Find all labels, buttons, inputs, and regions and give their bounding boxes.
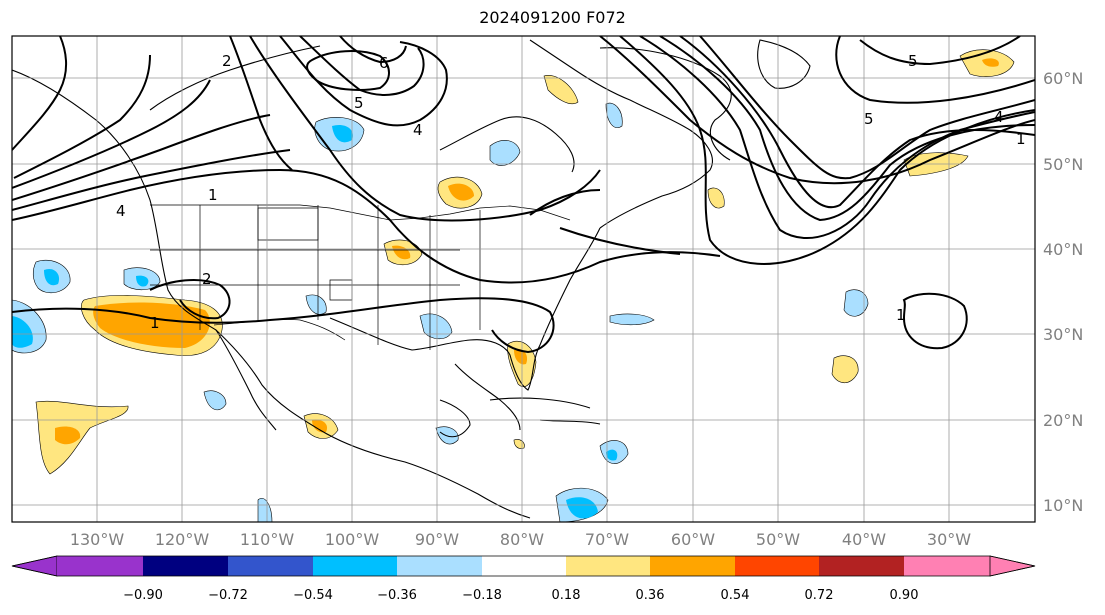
map-panel: 2 6 5 4 1 2 1 5 4 5 4 1 1 — [12, 36, 1035, 522]
lat-label: 30°N — [1043, 325, 1083, 344]
contour-label: 5 — [864, 110, 874, 128]
lat-label: 60°N — [1043, 69, 1083, 88]
map-frame — [11, 35, 1036, 523]
colorbar-extend-high — [989, 555, 1036, 577]
contour-label: 5 — [908, 52, 918, 70]
anomaly-patch-cold-coast-core — [136, 275, 149, 287]
anomaly-fill-layer — [12, 49, 1015, 522]
gridlines — [12, 36, 1035, 522]
anomaly-patch-atlantic-warm-1 — [707, 187, 725, 209]
lon-label: 40°W — [842, 530, 886, 549]
anomaly-patch-pacific-cold-west-core — [12, 316, 33, 348]
anomaly-patch-atlantic-cold-1 — [843, 289, 869, 317]
colorbar-bin — [228, 556, 313, 576]
lon-label: 70°W — [585, 530, 629, 549]
colorbar-tick-label: 0.90 — [890, 588, 919, 603]
lon-label: 120°W — [155, 530, 210, 549]
anomaly-patch-baja-cold — [203, 390, 227, 411]
colorbar-tick-labels: −0.90 −0.72 −0.54 −0.36 −0.18 0.18 0.36 … — [123, 588, 918, 603]
colorbar-bin — [397, 556, 482, 576]
lon-label: 110°W — [240, 530, 295, 549]
lon-label: 80°W — [500, 530, 544, 549]
anomaly-patch-baffin-cold — [605, 102, 623, 128]
contour-label: 6 — [379, 54, 389, 72]
map-title: 2024091200 F072 — [479, 8, 626, 27]
anomaly-patch-texas-cold — [305, 294, 327, 315]
colorbar-bin — [650, 556, 735, 576]
lon-label: 60°W — [671, 530, 715, 549]
colorbar-tick-label: −0.72 — [208, 588, 248, 603]
anomaly-patch-pacific-south-cold — [257, 498, 273, 522]
contour-labels: 2 6 5 4 1 2 1 5 4 5 4 1 1 — [116, 52, 1026, 332]
colorbar-bin — [904, 556, 990, 576]
colorbar-tick-label: 0.18 — [552, 588, 581, 603]
colorbar-tick-label: 0.36 — [636, 588, 665, 603]
colorbar-bin — [735, 556, 819, 576]
anomaly-patch-pacific-warm-core — [93, 302, 210, 348]
colorbar-bin — [143, 556, 228, 576]
anomaly-patch-mid-pacific-warm-core — [55, 426, 81, 445]
anomaly-patch-atlantic-cold-2 — [609, 313, 655, 326]
contour-label: 1 — [208, 186, 218, 204]
anomaly-patch-greenland-sea-warm-core — [982, 58, 999, 67]
contour-label: 5 — [354, 94, 364, 112]
lon-label: 50°W — [756, 530, 800, 549]
lat-label: 40°N — [1043, 240, 1083, 259]
contour-label: 1 — [1016, 130, 1026, 148]
lon-label: 30°W — [927, 530, 971, 549]
anomaly-patch-atlantic-warm-3 — [831, 355, 859, 384]
coastlines — [12, 39, 811, 519]
anomaly-patch-gulf-cold — [419, 313, 453, 340]
lat-axis-labels: 60°N 50°N 40°N 30°N 20°N 10°N — [1043, 69, 1083, 515]
colorbar: −0.90 −0.72 −0.54 −0.36 −0.18 0.18 0.36 … — [11, 555, 1036, 603]
contour-label: 1 — [150, 314, 160, 332]
colorbar-bin — [313, 556, 397, 576]
colorbar-bin — [57, 556, 143, 576]
colorbar-tick-label: −0.36 — [377, 588, 417, 603]
anomaly-patch-labrador-warm — [543, 75, 579, 105]
anomaly-patch-great-lakes-warm-core — [448, 183, 474, 201]
contour-label: 2 — [202, 270, 212, 288]
colorbar-outline — [11, 555, 1036, 577]
anomaly-patch-sa-cold-core — [566, 497, 598, 519]
colorbar-extend-low — [11, 555, 58, 577]
contour-label: 2 — [222, 52, 232, 70]
lat-label: 10°N — [1043, 496, 1083, 515]
colorbar-tick-label: −0.18 — [462, 588, 502, 603]
colorbar-bin — [482, 556, 566, 576]
contour-label: 1 — [896, 306, 906, 324]
anomaly-patch-mexico-warm-core — [312, 419, 328, 433]
colorbar-tick-label: 0.72 — [805, 588, 834, 603]
colorbar-bin — [566, 556, 650, 576]
colorbar-tick-label: −0.90 — [123, 588, 163, 603]
anomaly-patch-caribbean-cold-core — [606, 449, 618, 461]
contour-label: 4 — [116, 202, 126, 220]
lon-label: 100°W — [325, 530, 380, 549]
colorbar-bin — [819, 556, 904, 576]
anomaly-patch-florida-warm-core — [514, 348, 528, 365]
lat-label: 20°N — [1043, 411, 1083, 430]
anomaly-patch-canada-cold-core — [332, 124, 353, 143]
lon-axis-labels: 130°W 120°W 110°W 100°W 90°W 80°W 70°W 6… — [70, 530, 971, 549]
lat-label: 50°N — [1043, 155, 1083, 174]
contour-label: 4 — [413, 121, 423, 139]
colorbar-tick-label: 0.54 — [721, 588, 750, 603]
lon-label: 130°W — [70, 530, 125, 549]
anomaly-patch-mid-pacific-warm — [35, 400, 129, 475]
lon-label: 90°W — [415, 530, 459, 549]
contour-lines — [12, 36, 1035, 354]
anomaly-patch-cold-nw-core — [44, 268, 60, 286]
contour-label: 4 — [994, 108, 1004, 126]
colorbar-tick-label: −0.54 — [293, 588, 333, 603]
